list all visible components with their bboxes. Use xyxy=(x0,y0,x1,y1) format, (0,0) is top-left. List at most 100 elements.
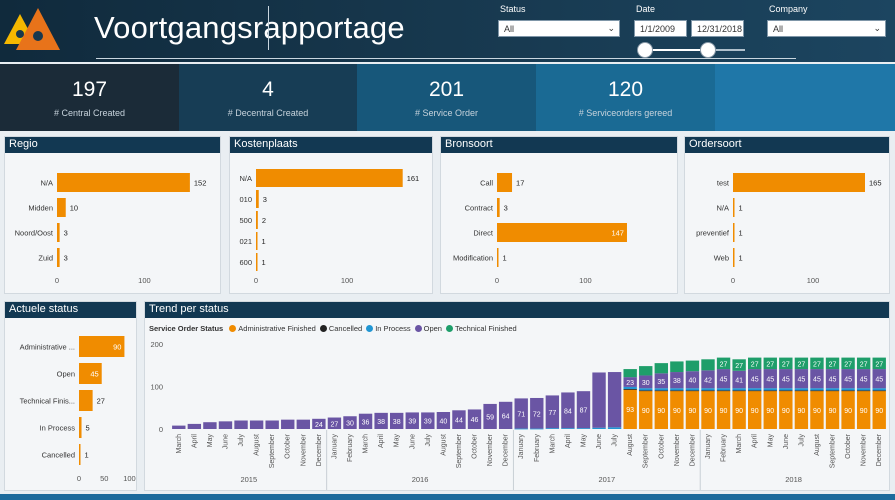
stacked-bar-segment[interactable] xyxy=(654,390,668,392)
stacked-bar-segment[interactable] xyxy=(343,416,357,429)
stacked-bar-segment[interactable] xyxy=(872,357,886,370)
stacked-bar-segment[interactable] xyxy=(779,357,793,370)
stacked-bar-segment[interactable] xyxy=(654,390,668,429)
stacked-bar-segment[interactable] xyxy=(265,420,279,430)
bar[interactable] xyxy=(497,223,627,242)
stacked-bar-segment[interactable] xyxy=(872,369,886,389)
stacked-bar-segment[interactable] xyxy=(623,377,637,387)
stacked-bar-segment[interactable] xyxy=(530,428,544,430)
stacked-bar-segment[interactable] xyxy=(794,388,809,391)
stacked-bar-segment[interactable] xyxy=(545,428,560,429)
stacked-bar-segment[interactable] xyxy=(561,392,575,429)
stacked-bar-segment[interactable] xyxy=(794,390,809,392)
stacked-bar-segment[interactable] xyxy=(639,366,653,376)
stacked-bar-segment[interactable] xyxy=(856,357,871,370)
stacked-bar-segment[interactable] xyxy=(639,375,653,389)
stacked-bar-segment[interactable] xyxy=(856,388,871,391)
stacked-bar-segment[interactable] xyxy=(592,372,606,428)
stacked-bar-segment[interactable] xyxy=(701,390,715,392)
stacked-bar-segment[interactable] xyxy=(498,401,513,429)
stacked-bar-segment[interactable] xyxy=(203,422,217,429)
stacked-bar-segment[interactable] xyxy=(218,421,233,429)
stacked-bar-segment[interactable] xyxy=(670,388,684,391)
stacked-bar-segment[interactable] xyxy=(716,369,731,389)
stacked-bar-segment[interactable] xyxy=(748,369,762,389)
bar[interactable] xyxy=(256,169,403,187)
stacked-bar-segment[interactable] xyxy=(748,388,762,391)
stacked-bar-segment[interactable] xyxy=(483,403,497,429)
stacked-bar-segment[interactable] xyxy=(607,372,622,428)
stacked-bar-segment[interactable] xyxy=(670,372,684,389)
stacked-bar-segment[interactable] xyxy=(172,425,186,429)
kpi-serviceorders-gereed[interactable]: 120 # Serviceorders gereed xyxy=(536,64,715,131)
stacked-bar-segment[interactable] xyxy=(670,361,684,373)
bar[interactable] xyxy=(57,198,66,217)
stacked-bar-segment[interactable] xyxy=(841,390,855,429)
stacked-bar-segment[interactable] xyxy=(654,388,668,391)
stacked-bar-segment[interactable] xyxy=(390,412,404,429)
kpi-decentral-created[interactable]: 4 # Decentral Created xyxy=(179,64,357,131)
stacked-bar-segment[interactable] xyxy=(452,410,466,429)
stacked-bar-segment[interactable] xyxy=(716,390,731,429)
stacked-bar-segment[interactable] xyxy=(732,390,746,429)
stacked-bar-segment[interactable] xyxy=(685,390,700,429)
stacked-bar-segment[interactable] xyxy=(654,373,668,389)
stacked-bar-segment[interactable] xyxy=(639,390,653,392)
bar[interactable] xyxy=(57,173,190,192)
stacked-bar-segment[interactable] xyxy=(670,390,684,429)
stacked-bar-segment[interactable] xyxy=(825,369,840,389)
bar[interactable] xyxy=(497,248,499,267)
legend-item[interactable]: Cancelled xyxy=(328,324,363,333)
stacked-bar-segment[interactable] xyxy=(685,360,700,372)
stacked-bar-segment[interactable] xyxy=(810,369,824,389)
stacked-bar-segment[interactable] xyxy=(358,413,373,429)
bar[interactable] xyxy=(57,248,60,267)
stacked-bar-segment[interactable] xyxy=(841,390,855,392)
stacked-bar-segment[interactable] xyxy=(763,357,777,370)
legend-item[interactable]: Administrative Finished xyxy=(238,324,316,333)
stacked-bar-segment[interactable] xyxy=(794,357,809,370)
legend-item[interactable]: Technical Finished xyxy=(454,324,517,333)
stacked-bar-segment[interactable] xyxy=(841,369,855,389)
stacked-bar-segment[interactable] xyxy=(530,397,544,429)
bar[interactable] xyxy=(256,253,258,271)
stacked-bar-segment[interactable] xyxy=(763,390,777,392)
stacked-bar-segment[interactable] xyxy=(825,357,840,370)
stacked-bar-segment[interactable] xyxy=(623,389,637,390)
stacked-bar-segment[interactable] xyxy=(825,388,840,391)
stacked-bar-segment[interactable] xyxy=(639,390,653,429)
stacked-bar-segment[interactable] xyxy=(607,427,622,429)
stacked-bar-segment[interactable] xyxy=(794,369,809,389)
stacked-bar-segment[interactable] xyxy=(825,390,840,392)
stacked-bar-segment[interactable] xyxy=(716,388,731,391)
stacked-bar-segment[interactable] xyxy=(763,390,777,429)
bar[interactable] xyxy=(256,232,258,250)
stacked-bar-segment[interactable] xyxy=(810,388,824,391)
stacked-bar-segment[interactable] xyxy=(872,390,886,392)
bar[interactable] xyxy=(256,211,258,229)
stacked-bar-segment[interactable] xyxy=(856,369,871,389)
stacked-bar-segment[interactable] xyxy=(779,390,793,429)
stacked-bar-segment[interactable] xyxy=(623,386,637,390)
bar[interactable] xyxy=(79,390,93,411)
bar[interactable] xyxy=(256,190,259,208)
stacked-bar-segment[interactable] xyxy=(701,359,715,371)
stacked-bar-segment[interactable] xyxy=(405,412,419,429)
stacked-bar-segment[interactable] xyxy=(312,418,326,429)
stacked-bar-segment[interactable] xyxy=(841,357,855,370)
stacked-bar-segment[interactable] xyxy=(374,412,388,429)
stacked-bar-segment[interactable] xyxy=(856,390,871,392)
bar[interactable] xyxy=(497,198,500,217)
stacked-bar-segment[interactable] xyxy=(732,370,746,389)
stacked-bar-segment[interactable] xyxy=(514,428,528,430)
stacked-bar-segment[interactable] xyxy=(514,398,528,429)
date-from-input[interactable]: 1/1/2009 xyxy=(634,20,687,37)
stacked-bar-segment[interactable] xyxy=(685,390,700,392)
legend-item[interactable]: Open xyxy=(423,324,442,333)
stacked-bar-segment[interactable] xyxy=(685,371,700,389)
stacked-bar-segment[interactable] xyxy=(467,409,482,429)
bar[interactable] xyxy=(79,444,81,465)
stacked-bar-segment[interactable] xyxy=(779,369,793,389)
bar[interactable] xyxy=(79,336,125,357)
stacked-bar-segment[interactable] xyxy=(592,427,606,429)
